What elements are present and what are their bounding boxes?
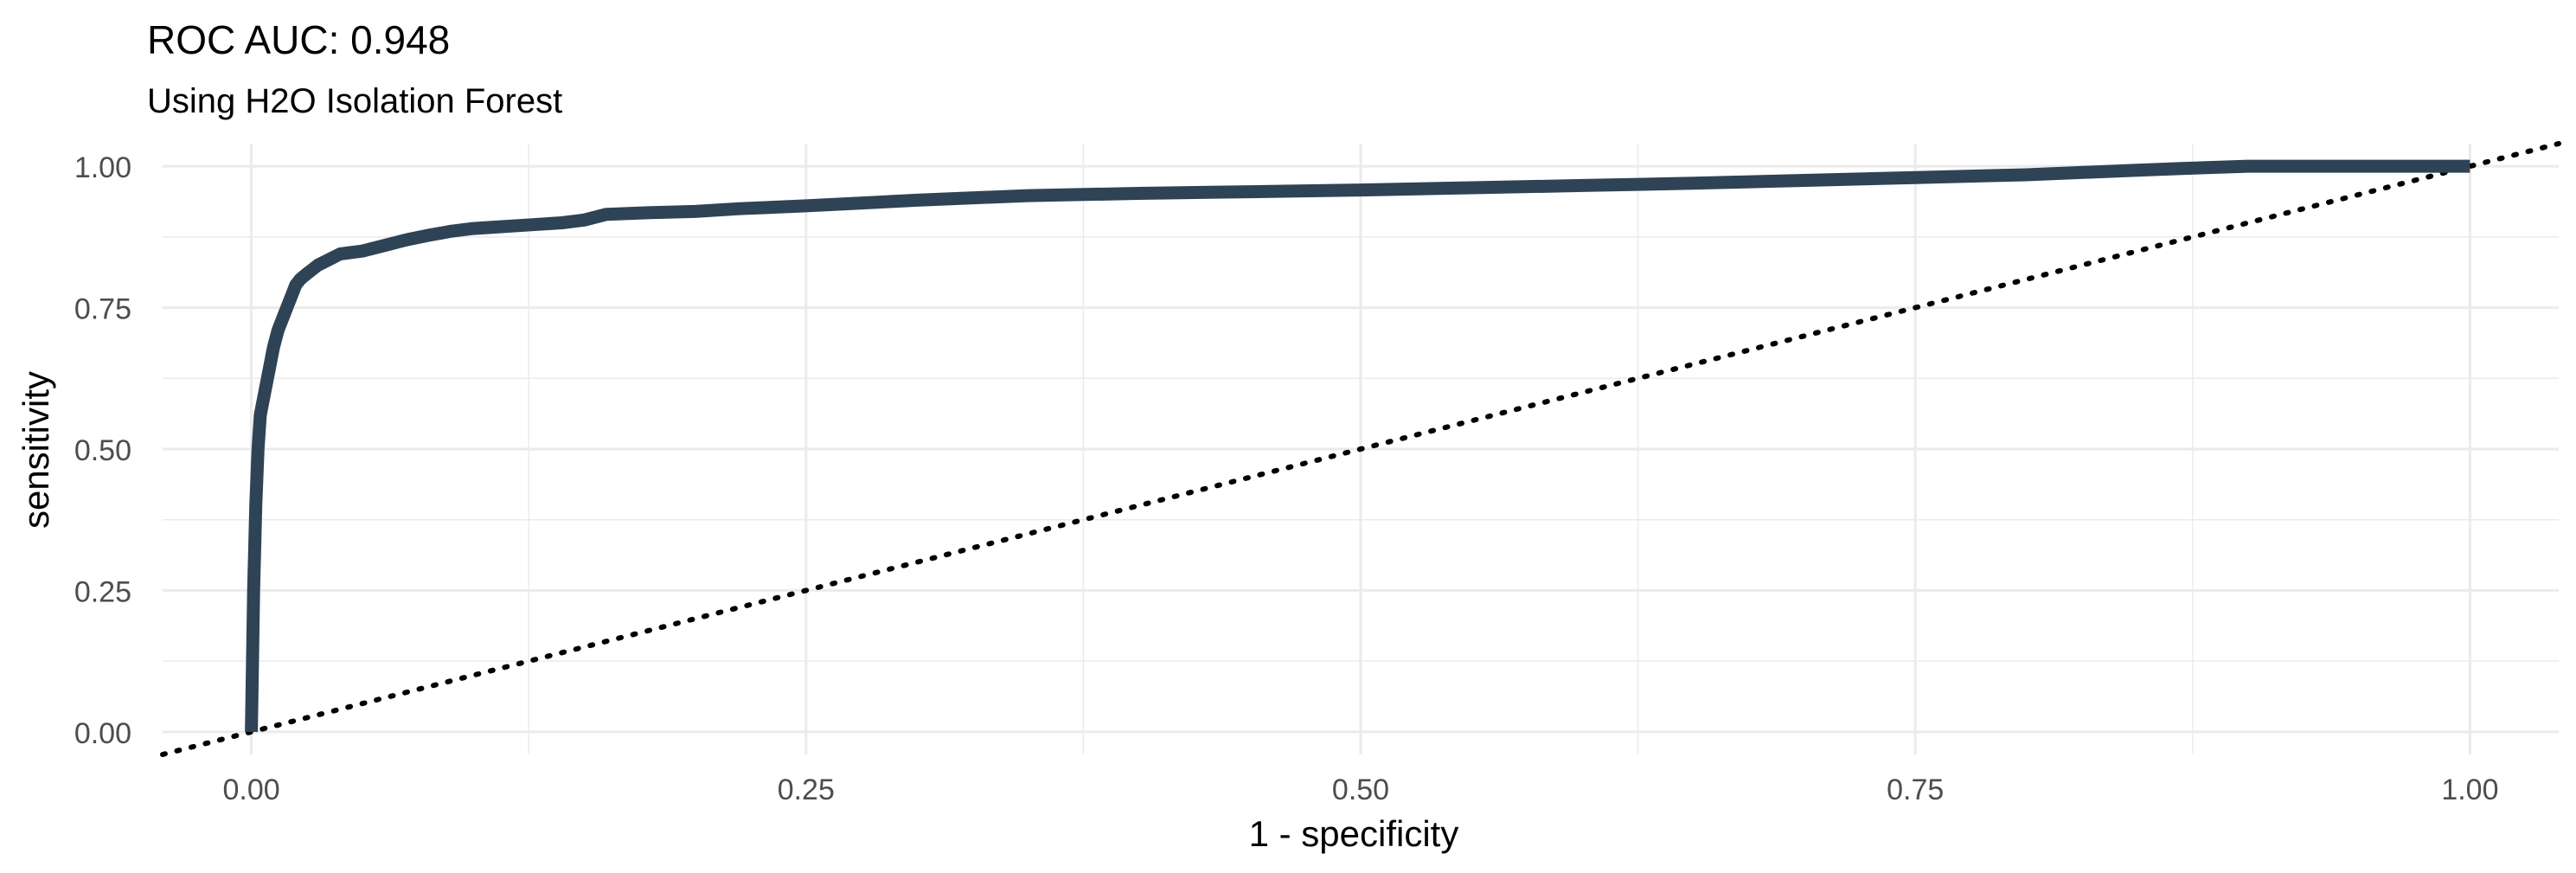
x-tick-label: 0.25 xyxy=(778,774,835,806)
y-tick-label: 1.00 xyxy=(74,151,131,184)
y-tick-label: 0.50 xyxy=(74,434,131,467)
chart-title: ROC AUC: 0.948 xyxy=(147,17,450,62)
x-tick-label: 0.00 xyxy=(222,774,279,806)
grid-lines xyxy=(163,144,2559,754)
y-tick-label: 0.75 xyxy=(74,293,131,326)
x-tick-label: 1.00 xyxy=(2441,774,2498,806)
roc-curve-group xyxy=(245,159,2470,733)
x-axis-tick-labels: 0.00 0.25 0.50 0.75 1.00 xyxy=(222,774,2498,806)
y-tick-label: 0.00 xyxy=(74,717,131,750)
plot-area xyxy=(160,141,2561,757)
x-tick-label: 0.75 xyxy=(1887,774,1944,806)
y-axis-tick-labels: 0.00 0.25 0.50 0.75 1.00 xyxy=(74,151,131,750)
y-tick-label: 0.25 xyxy=(74,575,131,608)
reference-line-group xyxy=(160,141,2561,757)
chart-subtitle: Using H2O Isolation Forest xyxy=(147,82,562,120)
x-axis-title: 1 - specificity xyxy=(1249,813,1459,854)
x-tick-label: 0.50 xyxy=(1332,774,1389,806)
reference-line xyxy=(160,141,2561,757)
roc-curve xyxy=(245,159,2470,733)
y-axis-title: sensitivity xyxy=(16,371,56,529)
